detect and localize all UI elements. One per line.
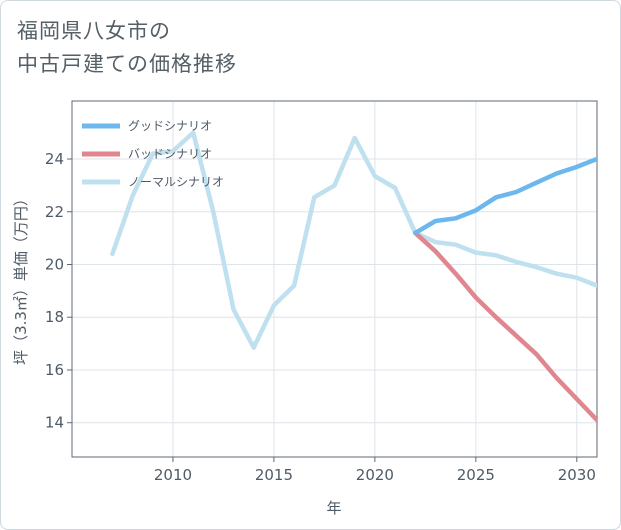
chart-title: 福岡県八女市の 中古戸建ての価格推移 <box>17 15 237 81</box>
series-line-2 <box>110 130 597 350</box>
plot-area <box>71 100 598 458</box>
x-axis-ticks: 2010 2015 2020 2025 2030 <box>154 457 596 484</box>
y-tick-label: 14 <box>45 414 64 432</box>
y-axis-label: 坪（3.3㎡）単価（万円） <box>12 191 30 365</box>
series-line-1 <box>413 230 597 423</box>
y-axis-ticks: 14 16 18 20 22 24 <box>45 150 72 432</box>
y-tick-label: 24 <box>45 150 64 168</box>
y-tick-label: 22 <box>45 203 64 221</box>
series-line-0 <box>413 156 597 236</box>
series-lines <box>110 130 597 423</box>
legend-label-2: ノーマルシナリオ <box>128 175 224 189</box>
x-axis-label: 年 <box>326 499 341 517</box>
legend-label-1: バッドシナリオ <box>128 147 212 161</box>
x-tick-label: 2015 <box>255 466 293 484</box>
x-tick-label: 2025 <box>457 466 495 484</box>
x-tick-label: 2020 <box>356 466 394 484</box>
x-tick-label: 2010 <box>154 466 192 484</box>
x-tick-label: 2030 <box>558 466 596 484</box>
y-tick-label: 20 <box>45 255 64 273</box>
y-tick-label: 18 <box>45 308 64 326</box>
legend-label-0: グッドシナリオ <box>128 119 212 133</box>
chart-title-line-1: 福岡県八女市の <box>17 19 171 43</box>
y-tick-label: 16 <box>45 361 64 379</box>
grid-lines <box>72 101 597 457</box>
chart-title-line-2: 中古戸建ての価格推移 <box>17 52 237 76</box>
